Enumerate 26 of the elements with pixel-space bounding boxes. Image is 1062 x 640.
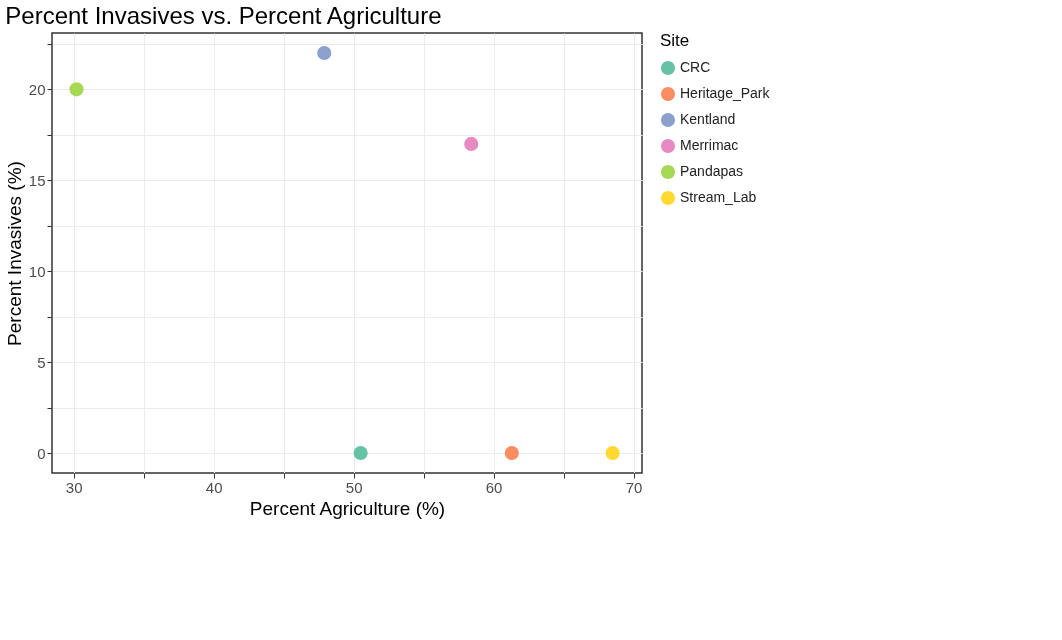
x-axis-title: Percent Agriculture (%) xyxy=(249,497,446,519)
legend-label: Merrimac xyxy=(680,137,739,153)
legend-label: Pandapas xyxy=(680,163,744,179)
legend-label: Stream_Lab xyxy=(680,189,757,205)
point xyxy=(353,445,368,461)
x-tick-label: 70 xyxy=(625,478,643,496)
point xyxy=(317,45,332,61)
y-axis-title: Percent Invasives (%) xyxy=(3,161,25,346)
point xyxy=(69,82,84,97)
point xyxy=(504,445,519,461)
x-tick-label: 50 xyxy=(345,478,363,496)
y-tick-label: 5 xyxy=(37,353,46,371)
y-tick-label: 0 xyxy=(37,444,46,462)
x-tick-label: 60 xyxy=(485,478,503,496)
x-tick-label: 40 xyxy=(205,478,223,496)
y-tick-label: 10 xyxy=(28,262,46,280)
x-tick-label: 30 xyxy=(65,478,83,496)
chart-title: Percent Invasives vs. Percent Agriculture xyxy=(5,2,442,29)
y-tick-label: 20 xyxy=(28,80,46,98)
y-tick-label: 15 xyxy=(28,171,46,189)
legend-label: Heritage_Park xyxy=(680,85,771,101)
point xyxy=(605,445,620,461)
legend-label: Kentland xyxy=(680,111,736,127)
legend-title: Site xyxy=(660,31,690,50)
point xyxy=(464,136,479,151)
legend-label: CRC xyxy=(680,59,711,75)
